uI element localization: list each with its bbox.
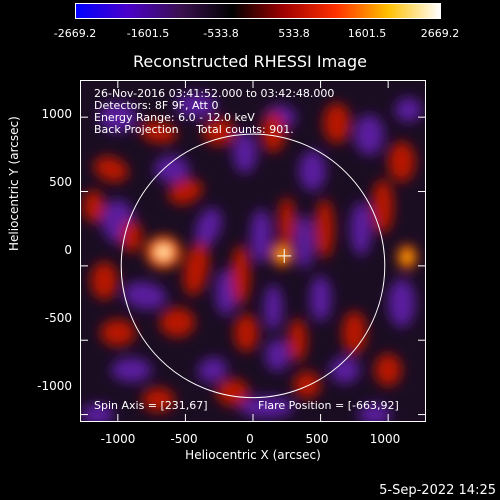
y-tick-label: 0: [64, 243, 72, 257]
positive-lobe: [388, 141, 416, 183]
colorbar-tick-4: 1601.5: [347, 27, 387, 40]
colorbar-tick-5: 2669.2: [420, 27, 460, 40]
source-core: [401, 250, 413, 264]
spin-axis-label: Spin Axis = [231,67]: [94, 399, 208, 412]
positive-lobe: [288, 318, 308, 362]
positive-lobe: [216, 378, 249, 406]
negative-lobe: [154, 155, 190, 183]
negative-lobe: [309, 275, 332, 322]
datestamp: 5-Sep-2022 14:25: [379, 483, 496, 498]
positive-lobe: [94, 156, 129, 183]
positive-lobe: [139, 120, 178, 144]
negative-lobe: [250, 209, 272, 264]
y-tick-label: -500: [44, 311, 72, 325]
plot-area: [80, 80, 426, 422]
positive-lobe: [234, 313, 259, 352]
positive-lobe: [100, 319, 136, 347]
info-line-date: 26-Nov-2016 03:41:52.000 to 03:42:48.000: [94, 87, 335, 100]
source-core: [276, 248, 288, 261]
positive-lobe: [261, 111, 286, 153]
positive-lobe: [323, 102, 351, 144]
info-line-detectors: Detectors: 8F 9F, Att 0: [94, 99, 219, 112]
negative-lobe: [232, 132, 258, 174]
info-line-method: Back Projection Total counts: 901.: [94, 123, 294, 136]
flare-position-label: Flare Position = [-663,92]: [258, 399, 399, 412]
negative-lobe: [294, 215, 314, 270]
chart-title: Reconstructed RHESSI Image: [133, 52, 367, 71]
positive-lobe: [342, 311, 367, 355]
x-tick-label: 1000: [369, 432, 401, 446]
x-tick-label: -500: [170, 432, 198, 446]
source-peak: [158, 248, 169, 257]
negative-lobe: [215, 269, 237, 316]
colorbar: [75, 3, 441, 19]
negative-lobe: [111, 357, 152, 383]
negative-lobe: [265, 338, 290, 372]
x-tick-label: 500: [305, 432, 329, 446]
x-tick-label: 0: [246, 432, 254, 446]
negative-lobe: [197, 357, 228, 383]
colorbar-tick-2: -533.8: [203, 27, 239, 40]
negative-lobe: [195, 207, 222, 247]
negative-lobe: [98, 102, 137, 133]
positive-lobe: [278, 196, 295, 246]
positive-lobe: [90, 261, 118, 300]
y-tick-label: 1000: [41, 107, 72, 121]
colorbar-tick-0: -2669.2: [53, 27, 97, 40]
heatmap-svg: [80, 80, 426, 422]
y-axis-label: Heliocentric Y (arcsec): [7, 116, 21, 251]
negative-lobe: [298, 150, 326, 191]
negative-lobe: [350, 201, 372, 256]
x-tick-label: -1000: [100, 432, 136, 446]
positive-lobe: [168, 178, 203, 205]
positive-lobe: [82, 190, 105, 223]
negative-lobe: [81, 403, 114, 422]
colorbar-tick-3: 533.8: [278, 27, 310, 40]
y-tick-label: -1000: [37, 379, 72, 393]
x-axis-label: Heliocentric X (arcsec): [185, 448, 321, 462]
positive-lobe: [371, 179, 394, 234]
negative-lobe: [358, 403, 391, 422]
negative-lobe: [263, 284, 283, 331]
positive-lobe: [202, 118, 236, 146]
negative-lobe: [354, 114, 385, 156]
negative-lobe: [394, 97, 422, 122]
positive-lobe: [142, 387, 175, 412]
positive-lobe: [120, 219, 143, 253]
info-line-energy: Energy Range: 6.0 - 12.0 keV: [94, 111, 255, 124]
negative-lobe: [388, 278, 416, 328]
positive-lobe: [374, 353, 402, 387]
negative-lobe: [239, 396, 294, 418]
y-tick-label: 500: [49, 175, 72, 189]
positive-lobe: [231, 245, 251, 305]
negative-lobe: [330, 356, 360, 384]
positive-lobe: [293, 371, 321, 399]
negative-lobe: [123, 281, 167, 310]
positive-lobe: [315, 198, 335, 259]
positive-lobe: [183, 242, 210, 296]
positive-lobe: [159, 307, 195, 338]
negative-lobe: [175, 93, 217, 118]
solar-limb-circle: [120, 133, 386, 399]
colorbar-tick-1: -1601.5: [126, 27, 170, 40]
